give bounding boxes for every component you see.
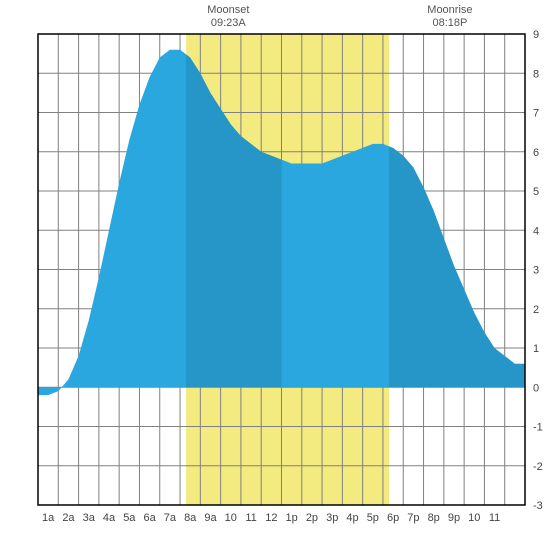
y-tick-label: 4 [533,225,539,237]
x-tick-label: 3a [83,512,96,524]
y-tick-label: 5 [533,186,539,198]
x-tick-label: 5p [367,512,379,524]
x-tick-label: 6a [143,512,156,524]
x-tick-label: 9p [448,512,460,524]
x-tick-label: 8a [184,512,197,524]
x-tick-label: 2p [306,512,318,524]
y-tick-label: 0 [533,382,539,394]
x-tick-label: 4p [346,512,358,524]
x-tick-label: 11 [489,512,500,524]
x-tick-label: 1p [286,512,298,524]
x-tick-label: 2a [62,512,75,524]
x-tick-label: 7a [164,512,177,524]
x-tick-label: 12 [265,512,277,524]
moonset-title: Moonset [198,4,258,17]
x-tick-label: 8p [428,512,440,524]
x-tick-label: 9a [204,512,217,524]
moonrise-label: Moonrise08:18P [420,4,480,30]
x-tick-label: 11 [245,512,256,524]
chart-svg: -3-2-101234567891a2a3a4a5a6a7a8a9a101112… [0,0,550,550]
y-tick-label: -2 [533,461,543,473]
y-tick-label: -1 [533,422,543,434]
x-tick-label: 4a [103,512,116,524]
y-tick-label: -3 [533,500,543,512]
x-tick-label: 1a [42,512,55,524]
x-tick-label: 10 [225,512,237,524]
y-tick-label: 6 [533,147,539,159]
y-tick-label: 1 [533,343,539,355]
x-tick-label: 6p [387,512,399,524]
moonrise-title: Moonrise [420,4,480,17]
x-tick-label: 7p [407,512,419,524]
y-tick-label: 8 [533,68,539,80]
x-tick-label: 10 [468,512,480,524]
y-tick-label: 3 [533,265,539,277]
tide-chart: -3-2-101234567891a2a3a4a5a6a7a8a9a101112… [0,0,550,550]
moonrise-time: 08:18P [420,17,480,30]
y-tick-label: 9 [533,29,539,41]
x-tick-label: 5a [123,512,136,524]
moonset-label: Moonset09:23A [198,4,258,30]
y-tick-label: 7 [533,108,539,120]
moonset-time: 09:23A [198,17,258,30]
y-tick-label: 2 [533,304,539,316]
x-tick-label: 3p [326,512,338,524]
